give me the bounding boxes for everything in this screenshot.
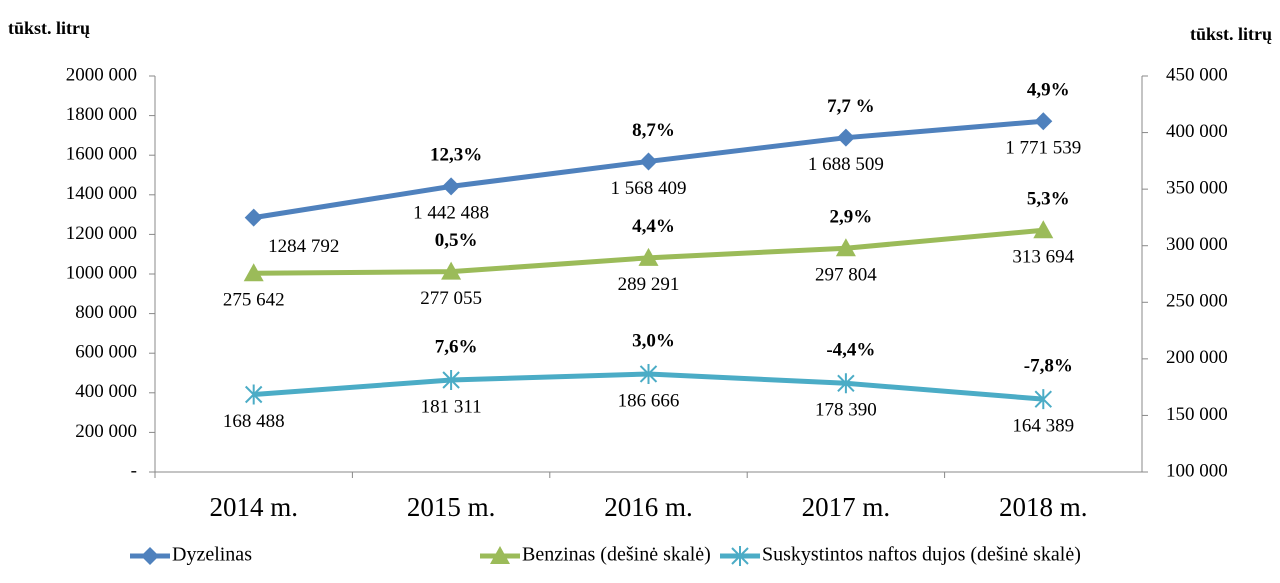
data-label: 1284 792 [268,236,339,257]
data-point [835,238,856,257]
data-point [244,384,263,405]
y2-tick-label: 300 000 [1166,234,1228,255]
y2-tick-label: 400 000 [1166,121,1228,142]
y2-tick-label: 450 000 [1166,64,1228,85]
data-point [243,263,264,282]
y-axis-title: tūkst. litrų [8,18,90,38]
growth-label: 3,0% [632,330,675,351]
y-tick-label: 1200 000 [66,223,137,244]
data-label: 178 390 [815,400,877,421]
data-label: 1 442 488 [413,203,489,224]
y-tick-label: 600 000 [75,342,137,363]
growth-label: -4,4% [826,340,875,361]
data-point [244,208,263,227]
x-tick-label: 2018 m. [999,492,1088,522]
y-tick-label: 2000 000 [66,64,137,85]
y2-axis-title: tūkst. litrų [1190,24,1272,44]
y-tick-label: - [131,460,137,481]
data-label: 277 055 [420,288,482,309]
data-label: 186 666 [618,390,680,411]
legend-label: Suskystintos naftos dujos (dešinė skalė) [762,544,1081,566]
data-label: 1 688 509 [808,154,884,175]
data-point [639,152,658,171]
legend-marker [490,546,510,564]
data-label: 181 311 [421,396,482,417]
growth-label: 5,3% [1027,189,1070,210]
data-label: 289 291 [618,274,680,295]
x-tick-label: 2017 m. [802,492,891,522]
data-point [836,128,855,147]
data-point [1033,220,1054,239]
growth-label: 12,3% [430,145,482,166]
data-point [1034,389,1053,410]
data-point [1034,112,1053,131]
legend-label: Benzinas (dešinė skalė) [522,544,711,566]
y2-tick-label: 250 000 [1166,291,1228,312]
y2-tick-label: 350 000 [1166,178,1228,199]
data-label: 1 771 539 [1005,138,1081,159]
data-point [442,370,460,391]
y-tick-label: 400 000 [75,381,137,402]
growth-label: 2,9% [830,207,873,228]
growth-label: 7,7 % [827,96,875,117]
growth-label: -7,8% [1024,356,1073,377]
data-label: 1 568 409 [611,178,687,199]
legend-label: Dyzelinas [172,544,252,566]
legend-marker [141,547,159,565]
data-point [639,363,658,384]
y2-tick-label: 200 000 [1166,347,1228,368]
y-tick-label: 800 000 [75,302,137,323]
data-point [442,177,461,196]
data-label: 313 694 [1012,247,1074,268]
data-label: 168 488 [223,411,285,432]
x-tick-label: 2016 m. [604,492,693,522]
y2-tick-label: 150 000 [1166,404,1228,425]
growth-label: 4,9% [1027,80,1070,101]
y-tick-label: 200 000 [75,421,137,442]
data-point [441,261,462,280]
x-tick-label: 2015 m. [407,492,496,522]
legend-marker [731,546,749,566]
x-tick-label: 2014 m. [209,492,298,522]
y-tick-label: 1600 000 [66,144,137,165]
y2-tick-label: 100 000 [1166,460,1228,481]
data-point [837,373,855,394]
growth-label: 7,6% [435,336,478,357]
growth-label: 8,7% [632,120,675,141]
growth-label: 0,5% [435,230,478,251]
data-point [638,247,659,266]
growth-label: 4,4% [632,216,675,237]
data-label: 275 642 [223,290,285,311]
y-tick-label: 1800 000 [66,104,137,125]
y-tick-label: 1000 000 [66,262,137,283]
data-label: 164 389 [1012,416,1074,437]
data-label: 297 804 [815,265,877,286]
y-tick-label: 1400 000 [66,183,137,204]
